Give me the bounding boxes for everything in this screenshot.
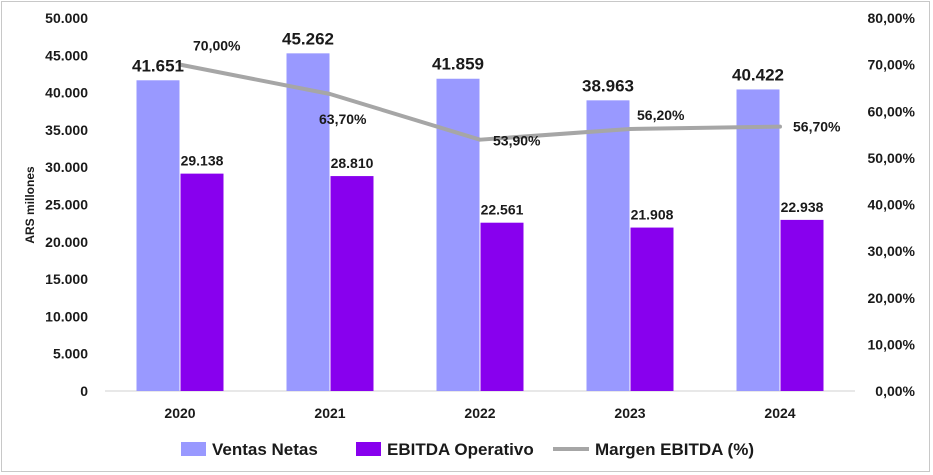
y2-tick-label: 10,00% xyxy=(868,336,916,352)
legend-label: EBITDA Operativo xyxy=(387,440,534,459)
y2-tick-label: 0,00% xyxy=(875,383,915,399)
bar-ebitda-operativo xyxy=(330,176,374,391)
bar-ebitda-operativo xyxy=(630,227,674,391)
legend-label: Margen EBITDA (%) xyxy=(595,440,754,459)
x-category-label: 2024 xyxy=(764,405,795,421)
label-ventas-netas: 38.963 xyxy=(582,76,634,95)
y-tick-label: 45.000 xyxy=(45,47,88,63)
y2-tick-label: 20,00% xyxy=(868,290,916,306)
category-labels: 2020 2021 2022 2023 2024 xyxy=(164,405,795,421)
y2-tick-label: 40,00% xyxy=(868,197,916,213)
y2-tick-label: 70,00% xyxy=(868,57,916,73)
bar-ebitda-operativo xyxy=(780,219,824,391)
label-margen-ebitda: 53,90% xyxy=(493,133,541,149)
bar-ventas-netas xyxy=(136,80,180,391)
line-margen-ebitda xyxy=(178,62,782,142)
x-category-label: 2023 xyxy=(614,405,645,421)
y2-tick-label: 30,00% xyxy=(868,243,916,259)
y-tick-label: 30.000 xyxy=(45,159,88,175)
label-ebitda-operativo: 21.908 xyxy=(631,207,674,223)
label-ebitda-operativo: 22.938 xyxy=(781,199,824,215)
y-axis-label-group: ARS millones xyxy=(23,166,37,244)
label-margen-ebitda: 56,20% xyxy=(637,107,685,123)
x-category-label: 2022 xyxy=(464,405,495,421)
legend-item: EBITDA Operativo xyxy=(356,440,534,459)
y2-tick-label: 80,00% xyxy=(868,10,916,26)
y-tick-label: 35.000 xyxy=(45,122,88,138)
bar-ventas-netas xyxy=(736,89,780,392)
label-margen-ebitda: 63,70% xyxy=(319,111,367,127)
bar-ebitda-operativo xyxy=(480,222,524,391)
label-ebitda-operativo: 28.810 xyxy=(331,155,374,171)
legend: Ventas Netas EBITDA Operativo Margen EBITD… xyxy=(181,440,754,459)
bar-ventas-netas xyxy=(286,53,330,391)
y-tick-label: 40.000 xyxy=(45,85,88,101)
data-labels-group: 41.651 29.138 70,00% 45.262 28.810 63,70% 41.8… xyxy=(132,29,841,222)
legend-swatch xyxy=(181,442,206,456)
legend-label: Ventas Netas xyxy=(212,440,318,459)
label-ventas-netas: 40.422 xyxy=(732,65,784,84)
label-margen-ebitda: 70,00% xyxy=(193,38,241,54)
y-tick-label: 0 xyxy=(80,383,88,399)
y-axis-label: ARS millones xyxy=(23,166,37,244)
y2-tick-label: 50,00% xyxy=(868,150,916,166)
y-tick-label: 10.000 xyxy=(45,308,88,324)
x-category-label: 2020 xyxy=(164,405,195,421)
left-axis-ticks: 0 5.000 10.000 15.000 20.000 25.000 30.000 35.0… xyxy=(45,10,88,399)
label-margen-ebitda: 56,70% xyxy=(793,119,841,135)
legend-item: Ventas Netas xyxy=(181,440,318,459)
y-tick-label: 5.000 xyxy=(53,346,88,362)
y-tick-label: 20.000 xyxy=(45,234,88,250)
legend-item: Margen EBITDA (%) xyxy=(553,440,754,459)
label-ventas-netas: 41.651 xyxy=(132,56,184,75)
label-ventas-netas: 41.859 xyxy=(432,55,484,74)
margin-line-group xyxy=(178,62,782,142)
y-tick-label: 50.000 xyxy=(45,10,88,26)
legend-swatch xyxy=(356,442,381,456)
bar-ventas-netas xyxy=(436,78,480,391)
bar-ebitda-operativo xyxy=(180,173,224,391)
bar-ventas-netas xyxy=(586,100,630,391)
y-tick-label: 25.000 xyxy=(45,197,88,213)
y2-tick-label: 60,00% xyxy=(868,103,916,119)
bars-group xyxy=(136,53,824,392)
right-axis-ticks: 0,00% 10,00% 20,00% 30,00% 40,00% 50,00% 60,00… xyxy=(868,10,916,399)
x-category-label: 2021 xyxy=(314,405,345,421)
label-ventas-netas: 45.262 xyxy=(282,29,334,48)
label-ebitda-operativo: 22.561 xyxy=(481,202,524,218)
y-tick-label: 15.000 xyxy=(45,271,88,287)
label-ebitda-operativo: 29.138 xyxy=(181,153,224,169)
